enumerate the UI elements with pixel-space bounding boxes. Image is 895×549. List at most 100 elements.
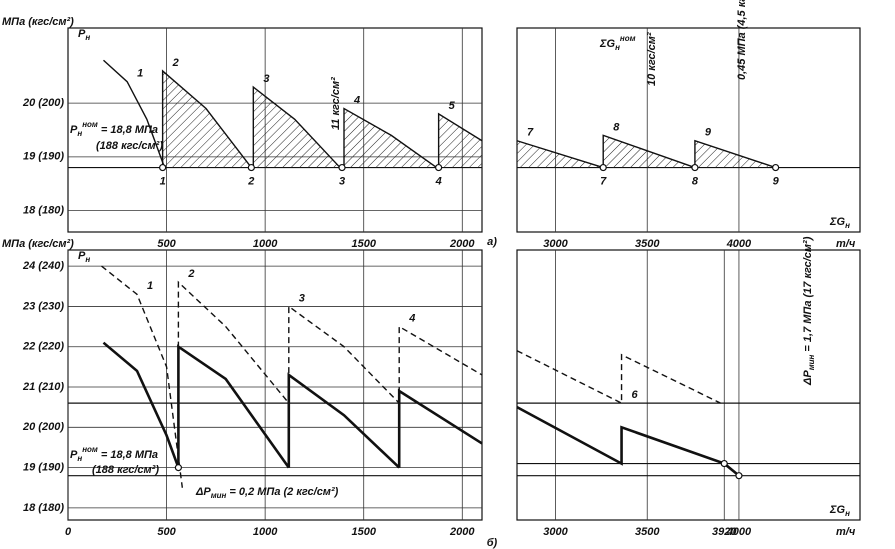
annotation-part: P <box>70 124 78 136</box>
annotation: (188 кгс/см²) <box>96 140 163 152</box>
plot-frame <box>516 249 861 521</box>
curve-label: 4 <box>353 94 360 106</box>
annotation-part: н <box>77 129 82 138</box>
curve-label: 4 <box>408 312 415 324</box>
x-tick-label: 500 <box>157 526 176 538</box>
marker <box>720 459 728 468</box>
series-line <box>398 325 483 404</box>
y-tick-label: 22 (220) <box>22 341 64 353</box>
series-line <box>516 406 740 477</box>
curve-label: 6 <box>632 389 639 401</box>
series-line <box>252 85 341 169</box>
plot-frame <box>516 27 861 233</box>
annotation-part: ΔP <box>802 370 814 386</box>
y-tick-label: 20 (200) <box>22 97 64 109</box>
panel-caption: а) <box>487 236 497 248</box>
annotation: ΔPмин = 1,7 МПа (17 кгс/см²) <box>802 236 816 386</box>
x-tick-label: 3000 <box>543 238 568 250</box>
series-line <box>103 59 166 168</box>
annotation: ΣGнном <box>599 34 636 52</box>
marker <box>691 163 699 172</box>
x-tick-label: 3500 <box>635 526 660 538</box>
annotation-part: (188 кгс/см²) <box>92 464 159 476</box>
x-axis-label: ΣGн <box>829 504 850 518</box>
curve-label: 5 <box>449 100 456 112</box>
x-tick-label: 500 <box>157 238 176 250</box>
x-tick-label: 1500 <box>351 526 376 538</box>
x-tick-label: 2000 <box>449 526 475 538</box>
marker-label: 7 <box>600 175 607 187</box>
annotation-part: ΔP <box>195 486 211 498</box>
curve-label: 3 <box>299 292 305 304</box>
annotation-part: = 18,8 МПа <box>98 449 158 461</box>
series-line <box>177 344 290 469</box>
plot-frame <box>67 249 483 521</box>
x-axis-unit: т/ч <box>836 526 856 538</box>
curve-label: 9 <box>705 127 712 139</box>
hatch-area <box>162 70 252 168</box>
x-tick-label: 2000 <box>449 238 475 250</box>
annotation-part: н <box>77 454 82 463</box>
series-line <box>288 305 400 404</box>
series-line <box>287 372 401 469</box>
y-tick-label: 24 (240) <box>22 260 64 272</box>
annotation: Pнном = 18,8 МПа <box>70 120 158 138</box>
x-tick-label: 3500 <box>635 238 660 250</box>
y-axis-name-part: P <box>78 28 86 40</box>
y-tick-label: 20 (200) <box>22 421 64 433</box>
curve-label: 1 <box>147 280 153 292</box>
annotation-part: ном <box>620 34 636 43</box>
annotation-part: (188 кгс/см²) <box>96 140 163 152</box>
y-tick-label: 18 (180) <box>23 204 64 216</box>
curve-label: 8 <box>613 121 620 133</box>
series-line <box>694 139 776 169</box>
annotation-part: 11 кгс/см² <box>330 77 342 130</box>
hatch-area <box>253 87 341 168</box>
x-tick-label: 4000 <box>726 526 752 538</box>
panel-caption: б) <box>487 537 498 549</box>
y-tick-label: 19 (190) <box>23 462 64 474</box>
annotation-part: = 0,2 МПа (2 кгс/см²) <box>226 486 338 498</box>
annotation: 0,45 МПа (4,5 кгс/см²) <box>736 0 748 80</box>
marker <box>435 163 443 172</box>
y-tick-label: 19 (190) <box>23 151 64 163</box>
x-axis-label-part: ΣG <box>829 216 845 228</box>
annotation-part: 0,45 МПа (4,5 кгс/см²) <box>736 0 748 80</box>
y-axis-label: МПа (кгс/см²) <box>2 238 74 250</box>
x-tick-label: 1000 <box>253 526 278 538</box>
y-axis-name: Pн <box>78 28 90 42</box>
marker <box>338 163 346 172</box>
marker <box>159 163 167 172</box>
y-tick-label: 21 (210) <box>22 381 64 393</box>
x-tick-label: 3000 <box>543 526 568 538</box>
marker-label: 3 <box>339 175 345 187</box>
annotation-part: ном <box>82 120 98 129</box>
series-line <box>102 341 180 469</box>
curve-label: 2 <box>187 268 194 280</box>
series-line <box>343 107 438 169</box>
series-line <box>516 140 604 169</box>
y-tick-label: 23 (230) <box>22 300 64 312</box>
annotation-part: = 18,8 МПа <box>98 124 158 136</box>
curve-label: 3 <box>263 73 269 85</box>
series-line <box>602 134 696 169</box>
y-axis-label: МПа (кгс/см²) <box>2 16 74 28</box>
y-axis-name: Pн <box>78 250 90 264</box>
marker-label: 1 <box>160 175 166 187</box>
x-tick-label: 1500 <box>351 238 376 250</box>
hatch-area <box>438 113 482 168</box>
y-axis-name-part: P <box>78 250 86 262</box>
x-tick-label: 4000 <box>726 238 752 250</box>
marker-label: 4 <box>435 175 442 187</box>
marker-label: 2 <box>247 175 254 187</box>
series-line <box>101 265 184 488</box>
series-line <box>161 69 252 169</box>
y-tick-label: 18 (180) <box>23 502 64 514</box>
annotation-part: ном <box>82 445 98 454</box>
annotation: ΔPмин = 0,2 МПа (2 кгс/см²) <box>195 486 339 500</box>
series-line <box>177 280 290 468</box>
marker <box>247 163 255 172</box>
marker-label: 8 <box>692 175 699 187</box>
annotation-part: н <box>615 43 620 52</box>
